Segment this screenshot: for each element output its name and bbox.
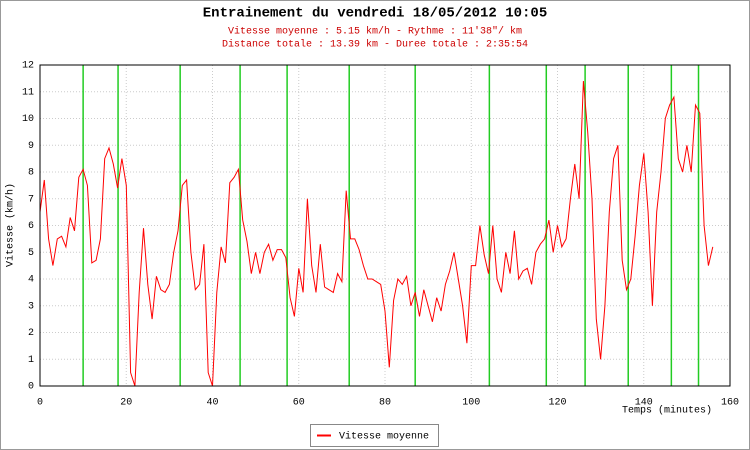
y-axis-label: Vitesse (km/h) (5, 183, 17, 267)
y-tick-label: 11 (22, 87, 34, 98)
x-tick-label: 0 (37, 398, 43, 409)
x-tick-label: 140 (635, 398, 653, 409)
x-tick-label: 20 (120, 398, 132, 409)
x-axis-label: Temps (minutes) (622, 405, 712, 417)
y-tick-label: 12 (22, 61, 34, 72)
x-tick-label: 160 (721, 398, 739, 409)
subtitle: Vitesse moyenne : 5.15 km/h - Rythme : 1… (228, 26, 522, 38)
x-tick-label: 120 (548, 398, 566, 409)
y-tick-label: 10 (22, 114, 34, 125)
y-tick-label: 7 (28, 194, 34, 205)
y-tick-label: 1 (28, 355, 34, 366)
x-tick-label: 60 (293, 398, 305, 409)
y-tick-label: 5 (28, 248, 34, 259)
line (39, 80, 714, 387)
x-tick-label: 80 (379, 398, 391, 409)
legend-label: Vitesse moyenne (339, 431, 429, 443)
y-tick-label: 6 (28, 221, 34, 232)
y-tick-label: 4 (28, 275, 34, 286)
y-tick-label: 8 (28, 168, 34, 179)
plot-border (39, 64, 731, 387)
y-tick-label: 3 (28, 301, 34, 312)
legend (310, 424, 439, 447)
chart-title: Entrainement du vendredi 18/05/2012 10:0… (203, 6, 547, 22)
y-tick-label: 0 (28, 382, 34, 393)
x-tick-label: 40 (206, 398, 218, 409)
y-tick-label: 2 (28, 328, 34, 339)
x-tick-label: 100 (462, 398, 480, 409)
subtitle: Distance totale : 13.39 km - Duree total… (222, 39, 528, 51)
y-tick-label: 9 (28, 141, 34, 152)
